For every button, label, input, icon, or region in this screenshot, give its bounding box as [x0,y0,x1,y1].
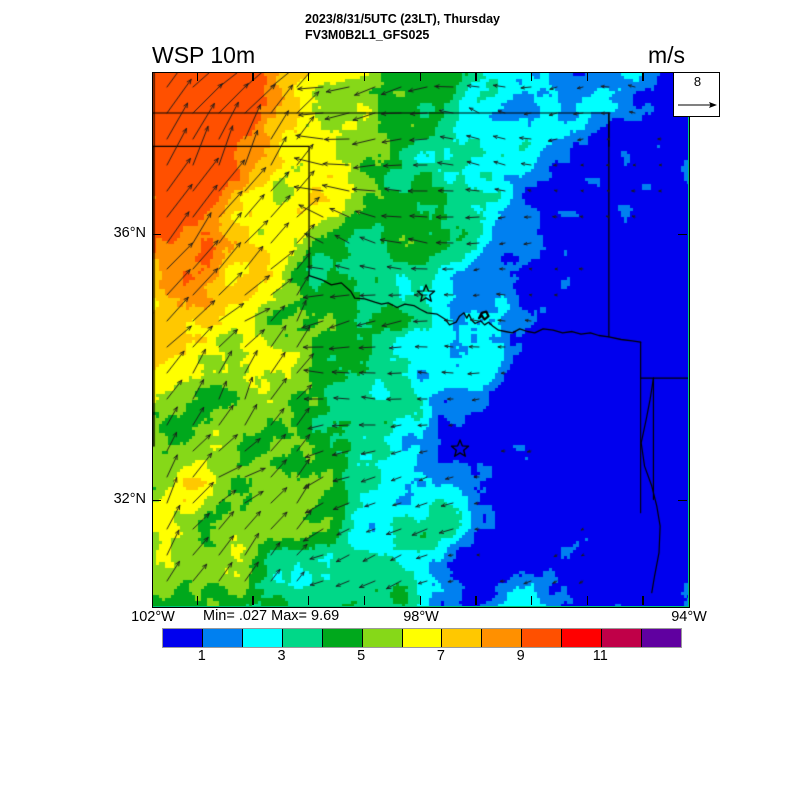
lon-tick [252,596,254,605]
colorbar-tick-9: 9 [516,648,525,664]
lon-tick [475,72,477,81]
colorbar-segment-7 [442,629,483,647]
minmax-stats: Min= .027 Max= 9.69 [203,608,340,624]
lon-tick [530,72,533,81]
lon-label-98: 98°W [403,609,439,625]
colorbar-segment-8 [482,629,523,647]
lon-tick [586,72,588,81]
lon-tick [475,596,477,605]
colorbar-segment-6 [402,629,443,647]
colorbar-segment-3 [282,629,323,647]
colorbar-tick-3: 3 [277,648,286,664]
lat-tick [678,500,687,502]
colorbar-segment-9 [522,629,563,647]
lat-tick [152,234,161,236]
lon-tick [196,596,198,605]
colorbar-segment-1 [202,629,243,647]
units-label: m/s [648,42,686,68]
vector-scale-legend: 8 [673,72,720,117]
weather-map[interactable] [152,72,690,608]
page-title: WSP 10m [152,42,256,68]
colorbar-tick-1: 1 [197,648,206,664]
lon-tick [252,72,254,81]
lon-tick [419,72,421,81]
date-line: 2023/8/31/5UTC (23LT), Thursday [305,12,500,26]
colorbar-tick-7: 7 [436,648,445,664]
lat-tick [152,500,161,502]
colorbar-segment-11 [602,629,643,647]
colorbar-segment-4 [322,629,363,647]
lat-label-36: 36°N [113,225,146,241]
colorbar-tick-11: 11 [592,648,608,664]
lon-tick [419,596,421,605]
lon-tick [530,596,533,605]
colorbar-segment-12 [642,629,681,647]
vector-scale-value: 8 [693,74,702,89]
colorbar-segment-2 [242,629,283,647]
lon-tick [196,72,198,81]
colorbar-segment-10 [562,629,603,647]
lon-label-102: 102°W [131,609,175,625]
lon-tick [363,596,366,605]
lat-label-32: 32°N [113,491,146,507]
colorbar[interactable] [162,628,682,648]
colorbar-tick-5: 5 [357,648,366,664]
colorbar-segment-5 [362,629,403,647]
colorbar-tick-labels: 1 3 5 7 9 11 [162,648,680,668]
reference-wind-arrow-icon [678,102,717,108]
lon-tick [363,72,366,81]
lon-tick [308,72,310,81]
lat-tick [678,234,687,236]
lon-tick [642,596,644,605]
map-overlay-vectors-borders [153,73,688,606]
lon-tick [642,72,644,81]
lon-label-94: 94°W [671,609,707,625]
colorbar-segment-0 [163,629,203,647]
lon-tick [308,596,310,605]
model-line: FV3M0B2L1_GFS025 [305,28,430,42]
lon-tick [586,596,588,605]
